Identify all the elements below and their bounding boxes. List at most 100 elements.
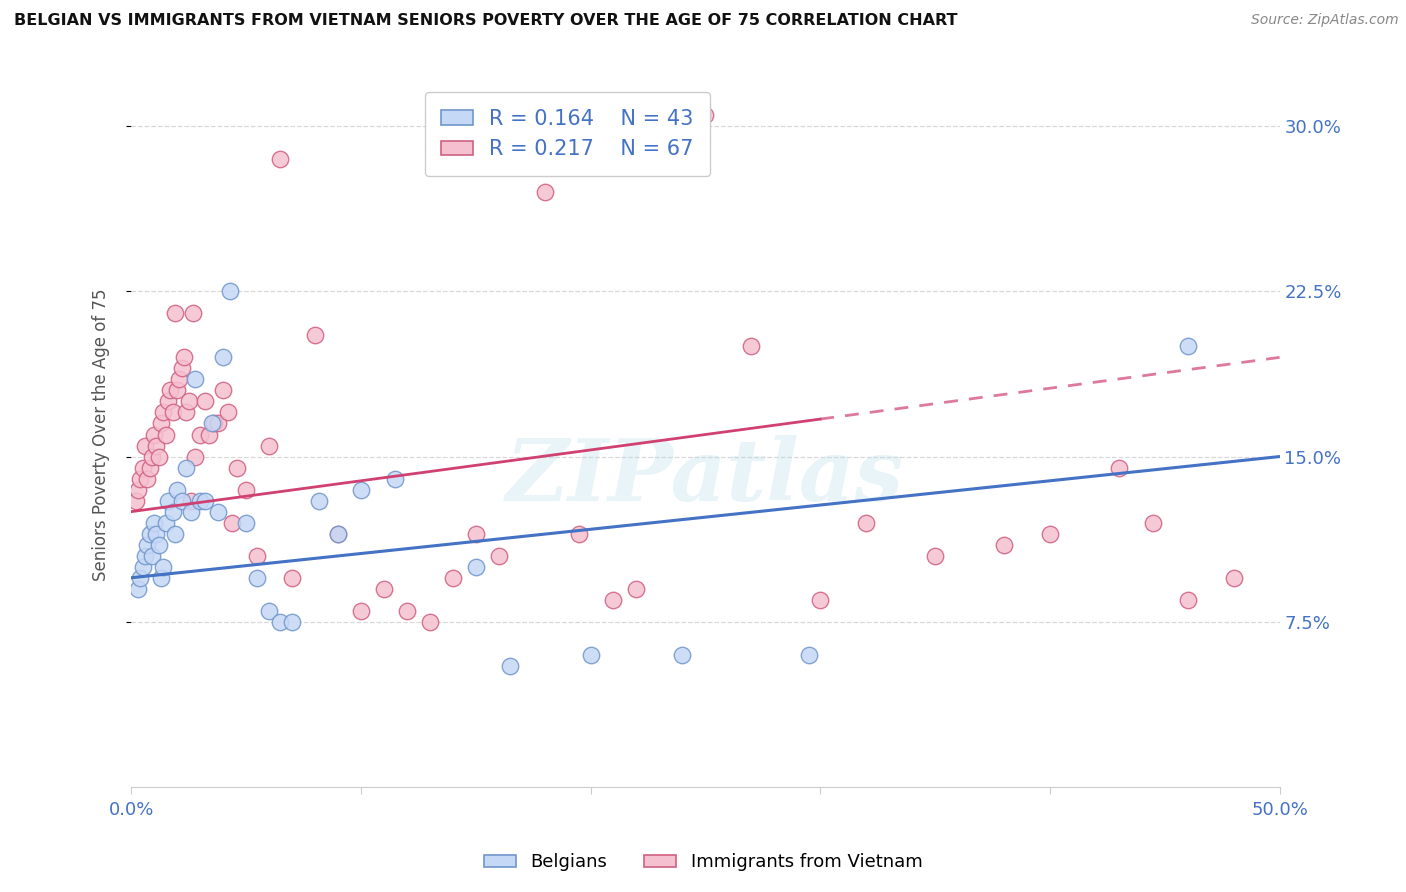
Point xyxy=(671,648,693,662)
Point xyxy=(225,460,247,475)
Point xyxy=(924,549,946,563)
Point xyxy=(579,648,602,662)
Point xyxy=(695,108,717,122)
Point xyxy=(281,615,304,629)
Point xyxy=(395,604,418,618)
Point xyxy=(163,306,186,320)
Point xyxy=(143,516,166,530)
Point xyxy=(384,472,406,486)
Point xyxy=(207,505,229,519)
Point xyxy=(499,659,522,673)
Point xyxy=(200,417,222,431)
Point xyxy=(1039,526,1062,541)
Point xyxy=(246,571,269,585)
Y-axis label: Seniors Poverty Over the Age of 75: Seniors Poverty Over the Age of 75 xyxy=(93,288,110,581)
Point xyxy=(626,582,648,596)
Point xyxy=(127,582,149,596)
Point xyxy=(308,493,330,508)
Point xyxy=(419,615,441,629)
Point xyxy=(207,417,229,431)
Point xyxy=(198,427,221,442)
Point xyxy=(257,604,280,618)
Point xyxy=(797,648,820,662)
Point xyxy=(173,351,195,365)
Point xyxy=(166,483,188,497)
Point xyxy=(1142,516,1164,530)
Point xyxy=(184,450,207,464)
Point xyxy=(129,571,152,585)
Point xyxy=(155,427,177,442)
Point xyxy=(568,526,591,541)
Point xyxy=(127,483,149,497)
Point xyxy=(145,438,167,452)
Point xyxy=(464,526,486,541)
Point xyxy=(373,582,395,596)
Point xyxy=(1222,571,1244,585)
Point xyxy=(217,405,239,419)
Point xyxy=(212,384,235,398)
Point xyxy=(326,526,349,541)
Point xyxy=(441,571,464,585)
Point xyxy=(163,526,186,541)
Point xyxy=(152,559,174,574)
Point xyxy=(304,328,326,343)
Point xyxy=(993,538,1015,552)
Point xyxy=(281,571,304,585)
Point xyxy=(169,372,191,386)
Point xyxy=(125,493,148,508)
Point xyxy=(326,526,349,541)
Point xyxy=(155,516,177,530)
Point xyxy=(257,438,280,452)
Text: Source: ZipAtlas.com: Source: ZipAtlas.com xyxy=(1251,13,1399,28)
Point xyxy=(174,460,197,475)
Point xyxy=(1177,339,1199,353)
Point xyxy=(235,516,257,530)
Point xyxy=(150,571,173,585)
Point xyxy=(602,592,624,607)
Point xyxy=(152,405,174,419)
Point xyxy=(148,450,170,464)
Point xyxy=(136,538,159,552)
Point xyxy=(219,285,242,299)
Point xyxy=(212,351,235,365)
Point xyxy=(194,394,217,409)
Point xyxy=(156,394,179,409)
Point xyxy=(510,130,533,145)
Point xyxy=(170,493,193,508)
Point xyxy=(159,384,181,398)
Point xyxy=(134,549,156,563)
Point xyxy=(136,472,159,486)
Point xyxy=(145,526,167,541)
Point xyxy=(221,516,243,530)
Point xyxy=(269,152,291,166)
Point xyxy=(174,405,197,419)
Point xyxy=(150,417,173,431)
Point xyxy=(194,493,217,508)
Point xyxy=(141,549,163,563)
Point xyxy=(533,185,555,199)
Point xyxy=(1108,460,1130,475)
Legend: R = 0.164    N = 43, R = 0.217    N = 67: R = 0.164 N = 43, R = 0.217 N = 67 xyxy=(425,92,710,176)
Point xyxy=(129,472,152,486)
Point xyxy=(188,427,211,442)
Point xyxy=(166,384,188,398)
Point xyxy=(1177,592,1199,607)
Point xyxy=(350,604,373,618)
Point xyxy=(177,394,200,409)
Point xyxy=(188,493,211,508)
Point xyxy=(141,450,163,464)
Point xyxy=(180,505,202,519)
Point xyxy=(180,493,202,508)
Point xyxy=(350,483,373,497)
Legend: Belgians, Immigrants from Vietnam: Belgians, Immigrants from Vietnam xyxy=(477,847,929,879)
Point xyxy=(184,372,207,386)
Point xyxy=(246,549,269,563)
Point xyxy=(855,516,877,530)
Point xyxy=(488,549,510,563)
Point xyxy=(269,615,291,629)
Point xyxy=(808,592,831,607)
Point xyxy=(235,483,257,497)
Point xyxy=(156,493,179,508)
Point xyxy=(162,405,184,419)
Point xyxy=(181,306,204,320)
